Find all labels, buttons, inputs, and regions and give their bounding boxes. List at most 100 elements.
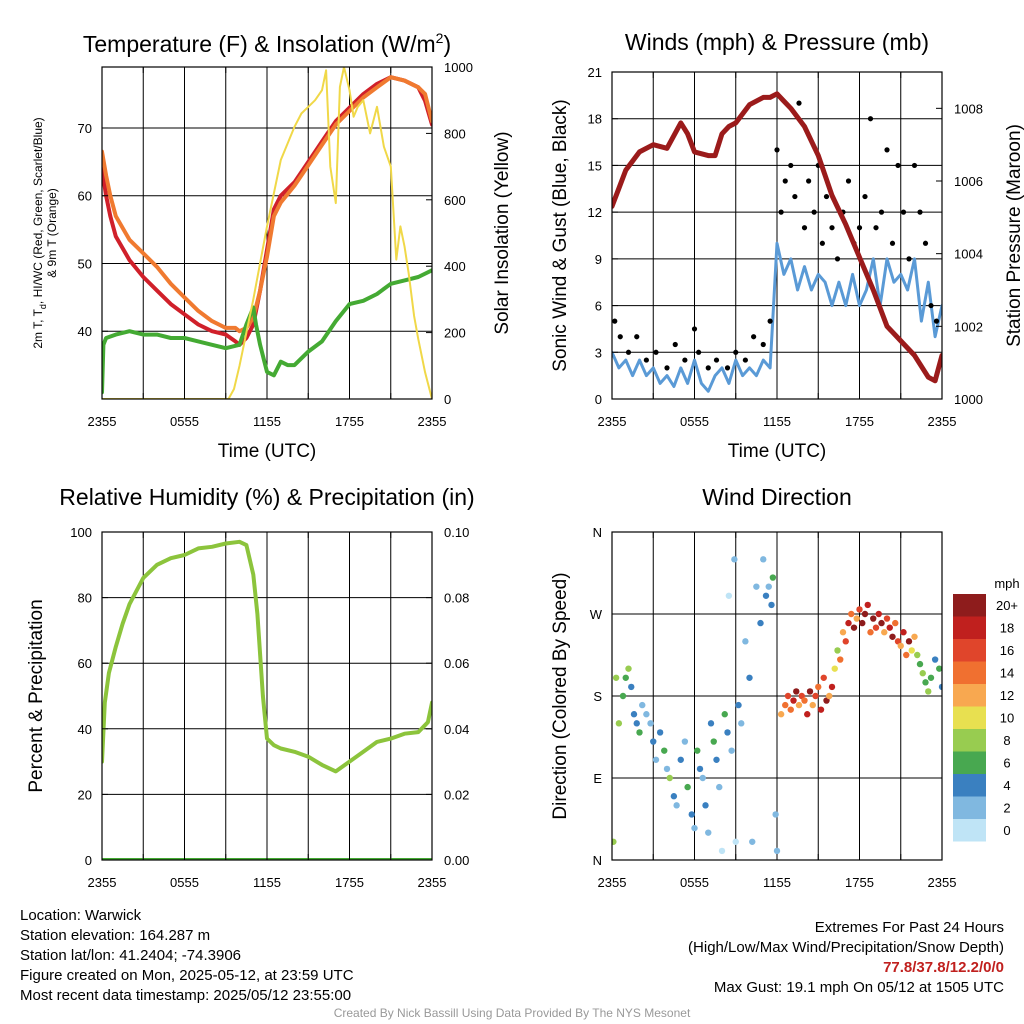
y-tick-label: N [593,853,602,868]
x-axis-label: Time (UTC) [728,441,827,462]
wind-direction-point [721,711,728,718]
y-tick-label: 40 [78,722,92,737]
wind-direction-point [765,583,772,590]
extremes-info: Extremes For Past 24 Hours (High/Low/Max… [688,918,1004,998]
y2-tick-label: 1006 [954,174,983,189]
chart-2: Winds (mph) & Pressure (mb) 2355 0555 1155 1… [550,29,1024,462]
wind-direction-point [784,692,792,700]
gust-point [806,178,812,184]
wind-direction-point [777,711,785,718]
wind-direction-point [691,824,698,832]
y-tick-label: 6 [595,299,602,314]
legend-swatch [953,661,986,684]
x-ticks [101,532,433,860]
wind-direction-point [702,802,709,809]
wind-direction-point [757,619,764,627]
wind-direction-point [850,624,858,631]
x-tick-label: 0555 [170,414,199,429]
wind-direction-point [732,838,739,845]
wind-direction-point [828,683,836,691]
y2-tick-label: 600 [444,193,466,208]
series-line-2 [102,75,432,334]
legend-label: 0 [1003,823,1010,838]
wind-direction-point [897,642,904,650]
y2-tick-label: 0 [444,392,451,407]
wind-direction-point [633,720,640,727]
series-line-1 [102,539,432,774]
y-tick-label: 80 [78,591,92,606]
x-tick-label: 2355 [598,875,627,890]
gust-point [705,365,711,371]
grid-lines [102,532,432,860]
gust-point [653,349,659,355]
wind-direction-point [673,802,680,809]
plot-area [612,556,942,855]
chart-title: Wind Direction [702,484,852,510]
y2-tick-label: 0.08 [444,591,469,606]
wind-direction-point [831,665,838,672]
wind-direction-point [773,847,781,855]
wind-direction-point [795,701,803,709]
chart-1: Temperature (F) & Insolation (W/m2) 2355 0… [31,30,513,462]
wind-direction-point [746,674,753,681]
gust-point [845,178,852,184]
gust-point [760,341,766,348]
wind-direction-point [663,765,671,773]
gust-point [782,178,788,184]
x-ticks [611,532,943,860]
wind-direction-point [713,756,720,763]
gust-point [774,147,780,153]
y-tick-label: S [593,689,602,704]
gust-point [767,318,773,324]
wind-direction-point [612,674,620,681]
wind-direction-point [903,651,910,659]
x-tick-label: 2355 [88,414,117,429]
y-tick-label: 18 [588,112,602,127]
wind-direction-point [812,692,819,700]
chart-3: Relative Humidity (%) & Precipitation (i… [26,484,475,890]
wind-direction-point [677,756,684,763]
y2-tick-label: 1002 [954,319,983,334]
y-tick-label: 9 [595,252,602,267]
wind-direction-point [861,610,869,618]
gust-point [933,318,940,324]
wind-direction-point [666,774,673,782]
y-tick-label: 70 [78,121,92,136]
wind-direction-point [848,610,855,618]
gust-point [751,334,757,340]
gust-point [796,100,802,106]
gust-point [682,357,688,363]
wind-direction-point [914,651,921,659]
legend-label: 2 [1003,801,1010,816]
y2-tick-label: 200 [444,326,466,341]
gust-point [873,225,879,231]
grid-lines [612,72,942,399]
x-tick-label: 1755 [845,414,874,429]
wind-direction-point [853,615,860,622]
gust-point [811,209,817,215]
wind-direction-point [760,556,767,563]
wind-direction-point [639,701,646,709]
x-tick-label: 2355 [418,414,447,429]
wind-direction-point [656,729,664,736]
series-line-3 [612,91,942,384]
y2-tick-label: 1000 [444,60,473,75]
wind-direction-point [688,811,695,818]
grid-lines [102,67,432,399]
wind-direction-point [856,606,863,613]
wind-direction-point [670,793,678,800]
gust-point [922,240,929,246]
y-tick-label: 3 [595,345,602,360]
gust-point [612,318,618,324]
gust-point [617,334,623,340]
legend-label: 14 [1000,666,1014,681]
y2-tick-label: 400 [444,259,466,274]
wind-direction-point [705,829,712,836]
grid-lines [612,532,942,860]
y-tick-label: 60 [78,656,92,671]
wind-direction-point [919,670,926,677]
wind-direction-point [837,656,844,663]
wind-direction-point [696,765,704,773]
legend-swatch [953,751,986,774]
